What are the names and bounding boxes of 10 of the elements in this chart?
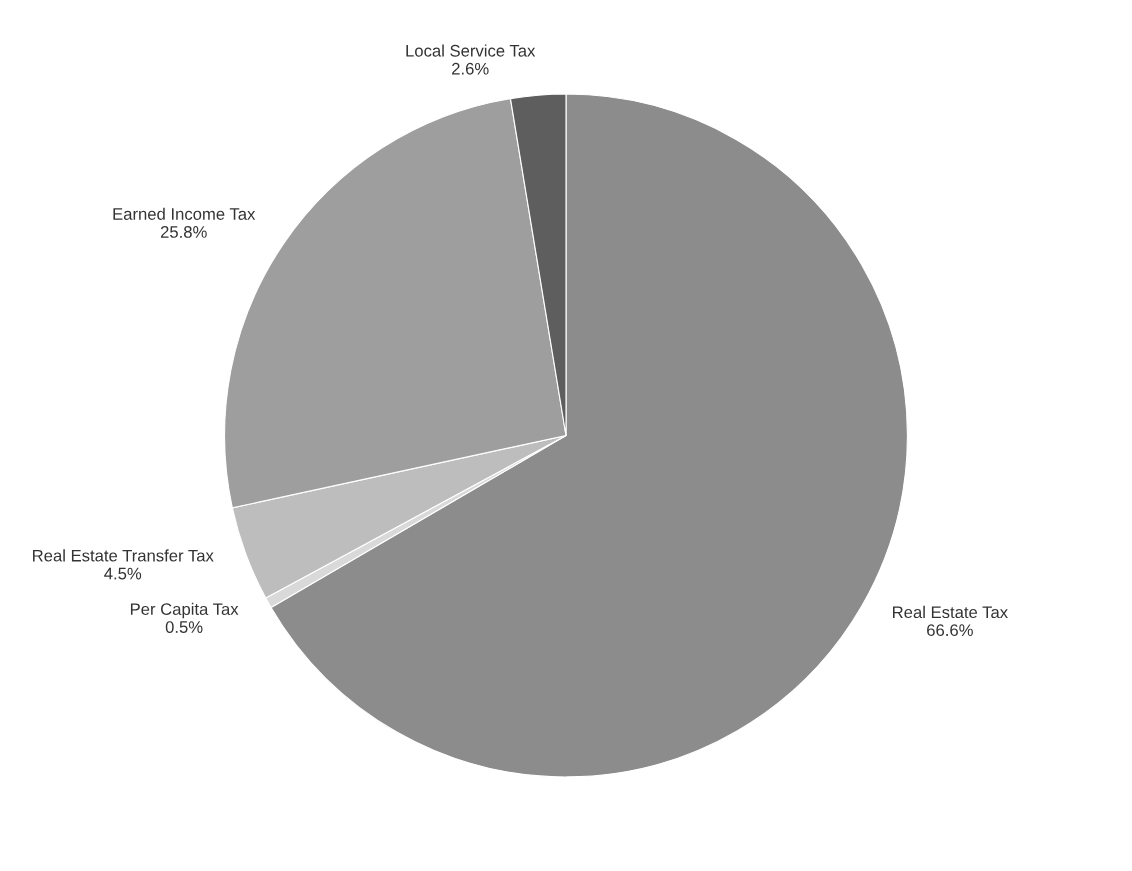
data-label: 25.8% [160,226,207,238]
slice-label: Earned Income Tax [113,207,256,220]
data-label: 0.5% [165,621,203,633]
slice-label: Local Service Tax [406,44,536,57]
slice-label: Real Estate Transfer Tax [33,549,214,562]
slice-label: Per Capita Tax [130,602,239,619]
data-label: 66.6% [927,624,973,637]
slice-label: Real Estate Tax [893,605,1008,619]
data-label: 4.5% [104,567,142,580]
data-label: 2.6% [452,62,489,75]
